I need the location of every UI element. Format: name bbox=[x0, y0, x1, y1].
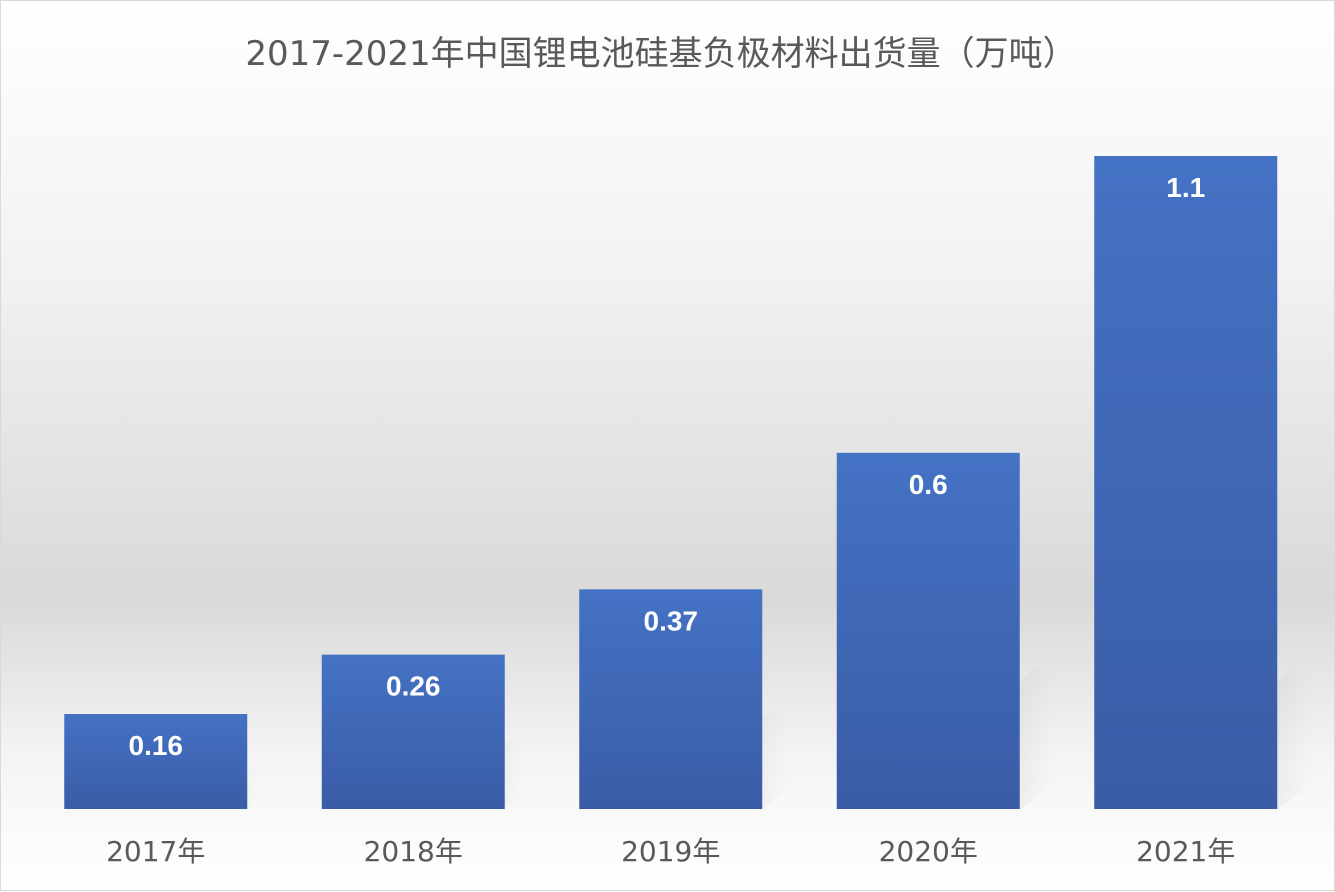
x-tick-label: 2020年 bbox=[879, 835, 978, 868]
x-tick-label: 2019年 bbox=[621, 835, 720, 868]
bar-2018年 bbox=[321, 654, 505, 809]
bar-2017年 bbox=[64, 714, 248, 809]
data-label: 0.16 bbox=[129, 730, 184, 761]
bar-2021年 bbox=[1094, 156, 1278, 809]
data-label: 1.1 bbox=[1166, 172, 1205, 203]
bar-2019年 bbox=[579, 589, 763, 809]
chart-title: 2017-2021年中国锂电池硅基负极材料出货量（万吨） bbox=[245, 34, 1076, 74]
x-tick-label: 2021年 bbox=[1136, 835, 1235, 868]
x-tick-label: 2018年 bbox=[364, 835, 463, 868]
data-label: 0.37 bbox=[644, 605, 699, 636]
bar-2020年 bbox=[836, 452, 1020, 809]
data-label: 0.26 bbox=[386, 671, 441, 702]
x-tick-label: 2017年 bbox=[106, 835, 205, 868]
data-label: 0.6 bbox=[909, 469, 948, 500]
